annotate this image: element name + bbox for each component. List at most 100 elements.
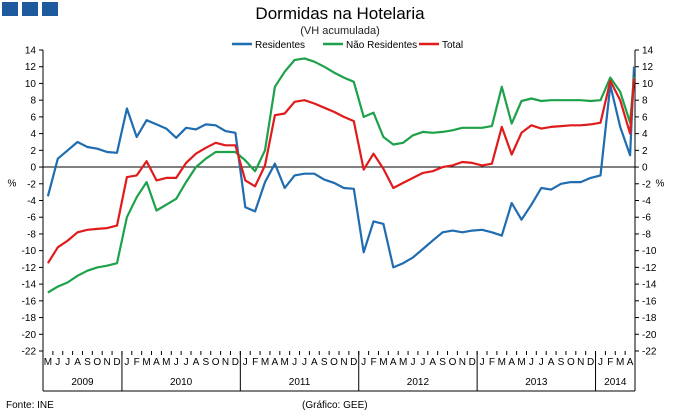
month-label: N [577,357,584,368]
header-square [2,2,18,16]
y-tick-label: 4 [642,129,648,140]
month-label: M [44,357,52,368]
month-label: N [104,357,111,368]
month-label: F [607,357,613,368]
month-label: M [498,357,506,368]
month-label: S [321,357,328,368]
month-label: S [202,357,209,368]
month-label: J [480,357,485,368]
credit-note: (Gráfico: GEE) [302,400,368,411]
year-label: 2013 [525,377,548,388]
y-tick-label: -10 [642,246,657,257]
month-label: M [616,357,624,368]
month-label: M [379,357,387,368]
month-label: A [311,357,318,368]
source-note: Fonte: INE [6,400,54,411]
y-tick-label: 6 [642,112,648,123]
month-label: A [429,357,436,368]
month-label: J [302,357,307,368]
y-tick-label: -16 [22,296,37,307]
legend-label: Residentes [255,40,305,51]
y-tick-label: -18 [22,313,37,324]
chart-subtitle: (VH acumulada) [300,25,380,37]
year-label: 2011 [289,377,311,388]
y-tick-label: 12 [25,62,37,73]
year-label: 2009 [71,377,94,388]
y-tick-label: -12 [642,263,657,274]
y-tick-label: 6 [30,112,36,123]
y-tick-label: 2 [642,146,648,157]
y-tick-label: -16 [642,296,657,307]
month-label: J [292,357,297,368]
month-label: S [558,357,565,368]
series-line-residentes [46,66,636,269]
y-tick-label: -8 [642,229,651,240]
month-label: F [489,357,495,368]
y-tick-label: 14 [25,46,37,57]
month-label: M [517,357,525,368]
month-label: J [529,357,534,368]
month-label: M [142,357,150,368]
y-tick-label: -20 [642,330,657,341]
month-label: M [281,357,289,368]
month-label: F [134,357,140,368]
y-axis-label: % [8,178,17,189]
y-tick-label: -6 [642,213,651,224]
month-label: A [390,357,397,368]
month-label: M [261,357,269,368]
y-tick-label: -4 [642,196,651,207]
month-label: J [65,357,70,368]
month-label: A [193,357,200,368]
month-label: D [469,357,476,368]
y-tick-label: 0 [30,163,36,174]
month-label: F [252,357,258,368]
legend-label: Total [442,40,463,51]
chart-title: Dormidas na Hotelaria [255,4,425,23]
y-tick-label: -22 [642,347,657,358]
month-label: D [232,357,239,368]
y-tick-label: -20 [22,330,37,341]
month-label: D [113,357,120,368]
y-tick-label: -6 [27,213,36,224]
month-label: J [361,357,366,368]
month-label: O [567,357,575,368]
month-label: J [243,357,248,368]
legend-label: Não Residentes [346,40,417,51]
y-axis-label: % [656,178,665,189]
y-tick-label: 4 [30,129,36,140]
month-label: N [222,357,229,368]
month-label: A [153,357,160,368]
month-label: D [587,357,594,368]
year-label: 2012 [407,377,430,388]
month-label: A [508,357,515,368]
y-tick-label: -4 [27,196,36,207]
year-label: 2014 [604,377,627,388]
series-line-n-o-residentes [47,57,636,294]
y-tick-label: -12 [22,263,37,274]
month-label: D [350,357,357,368]
y-tick-label: 0 [642,163,648,174]
month-label: J [124,357,129,368]
month-label: J [174,357,179,368]
month-label: A [272,357,279,368]
month-label: N [459,357,466,368]
y-tick-label: -2 [642,179,651,190]
month-label: J [420,357,425,368]
month-label: J [598,357,603,368]
y-tick-label: 12 [642,62,654,73]
month-label: A [74,357,81,368]
y-tick-label: 14 [642,46,654,57]
month-label: S [439,357,446,368]
month-label: O [212,357,220,368]
month-label: O [330,357,338,368]
y-tick-label: -14 [22,280,37,291]
month-label: M [162,357,170,368]
month-label: M [399,357,407,368]
year-label: 2010 [170,377,193,388]
month-label: O [449,357,457,368]
month-label: J [411,357,416,368]
y-tick-label: 10 [25,79,37,90]
month-label: N [340,357,347,368]
series-line-total [46,78,636,264]
